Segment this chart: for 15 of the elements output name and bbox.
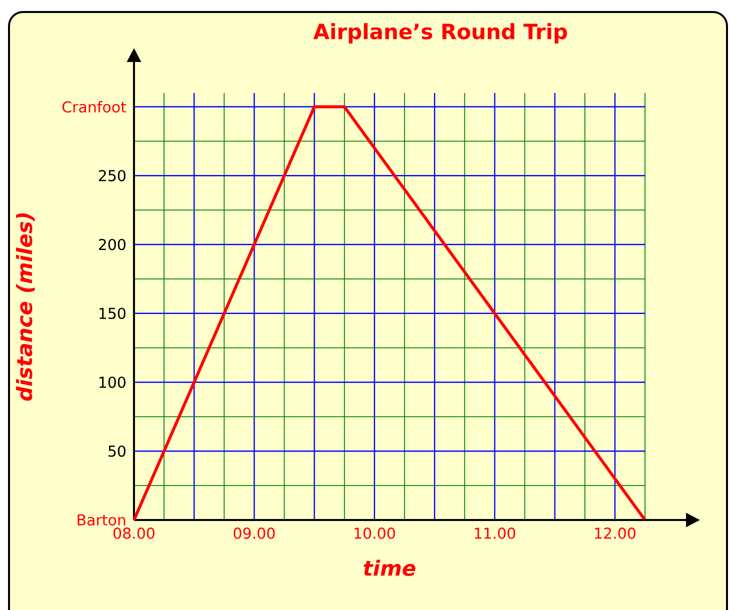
x-axis-title: time bbox=[364, 560, 416, 576]
y-tick-label: Cranfoot bbox=[62, 100, 126, 113]
x-tick-label: 11.00 bbox=[474, 528, 516, 539]
x-tick-label: 10.00 bbox=[354, 528, 395, 539]
x-tick-label: 12.00 bbox=[595, 528, 636, 539]
y-tick-label: Barton bbox=[78, 514, 126, 526]
y-tick-label: 150 bbox=[99, 308, 126, 320]
x-tick-label: 08.00 bbox=[114, 528, 154, 539]
y-tick-label: 200 bbox=[98, 238, 126, 250]
y-tick-label: 250 bbox=[98, 170, 126, 182]
y-tick-label: 50 bbox=[108, 445, 126, 457]
chart-title: Airplane’s Round Trip bbox=[313, 23, 567, 44]
y-tick-label: 100 bbox=[99, 376, 126, 388]
x-tick-label: 09.00 bbox=[234, 528, 275, 539]
y-axis-title: distance (miles) bbox=[16, 213, 35, 401]
